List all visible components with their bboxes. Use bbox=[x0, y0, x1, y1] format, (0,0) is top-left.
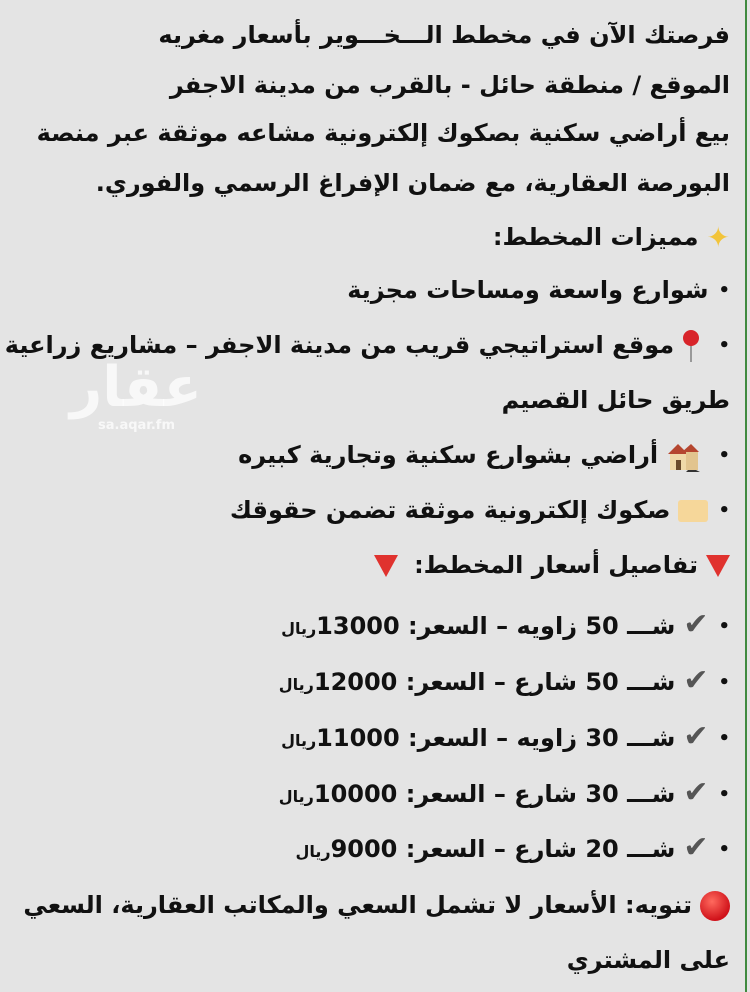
sparkles-icon: ✦ bbox=[706, 221, 730, 254]
price-unit: ريال bbox=[281, 731, 317, 750]
price-unit: ريال bbox=[278, 787, 314, 806]
check-icon: ✔ bbox=[683, 719, 709, 754]
price-label: شـــ 50 زاويه – السعر: bbox=[408, 612, 676, 640]
watermark-logo: عقار bbox=[70, 355, 202, 420]
price-unit: ريال bbox=[281, 619, 317, 638]
price-value: 13000 bbox=[316, 612, 400, 640]
note-text: تنويه: الأسعار لا تشمل السعي والمكاتب ال… bbox=[23, 891, 692, 919]
price-item: • ✔شـــ 30 شارع – السعر: 10000ريال bbox=[20, 773, 730, 817]
bullet-icon: • bbox=[718, 280, 730, 301]
description-line-1: بيع أراضي سكنية بصكوك إلكترونية مشاعه مو… bbox=[36, 119, 730, 147]
bullet-icon: • bbox=[718, 335, 730, 356]
price-label: شـــ 20 شارع – السعر: bbox=[405, 835, 676, 863]
feature-item: • صكوك إلكترونية موثقة تضمن حقوقك bbox=[20, 490, 730, 531]
check-icon: ✔ bbox=[683, 830, 709, 865]
bullet-icon: • bbox=[718, 728, 730, 749]
features-title: ✦مميزات المخطط: bbox=[20, 217, 730, 258]
bullet-icon: • bbox=[718, 839, 730, 860]
price-value: 12000 bbox=[313, 668, 398, 696]
bullet-icon: • bbox=[718, 672, 730, 693]
bullet-icon: • bbox=[718, 784, 730, 805]
headline: فرصتك الآن في مخطط الـــخـــوير بأسعار م… bbox=[158, 21, 730, 49]
feature-text: موقع استراتيجي قريب من مدينة الاجفر – مش… bbox=[0, 331, 675, 359]
check-icon: ✔ bbox=[683, 663, 709, 698]
red-circle-icon bbox=[700, 891, 730, 921]
check-icon: ✔ bbox=[683, 607, 709, 642]
watermark-url: sa.aqar.fm bbox=[98, 418, 175, 433]
price-value: 10000 bbox=[313, 780, 398, 808]
prices-title-text: تفاصيل أسعار المخطط: bbox=[414, 551, 698, 579]
pin-icon bbox=[683, 330, 700, 362]
price-value: 11000 bbox=[316, 724, 400, 752]
feature-item: • موقع استراتيجي قريب من مدينة الاجفر – … bbox=[0, 325, 730, 366]
feature-continuation: طريق حائل القصيم bbox=[501, 386, 730, 414]
right-border bbox=[745, 0, 747, 992]
prices-title: تفاصيل أسعار المخطط: bbox=[20, 545, 730, 585]
price-label: شـــ 30 شارع – السعر: bbox=[405, 780, 676, 808]
price-item: • ✔شـــ 30 زاويه – السعر: 11000ريال bbox=[20, 717, 730, 761]
bullet-icon: • bbox=[718, 445, 730, 466]
note-continuation: على المشتري bbox=[566, 946, 730, 974]
price-item: • ✔شـــ 20 شارع – السعر: 9000ريال bbox=[20, 828, 730, 872]
price-label: شـــ 30 زاويه – السعر: bbox=[408, 724, 676, 752]
check-icon: ✔ bbox=[683, 775, 709, 810]
price-item: • ✔شـــ 50 زاويه – السعر: 13000ريال bbox=[20, 605, 730, 649]
feature-item: • أراضي بشوارع سكنية وتجارية كبيره bbox=[20, 435, 730, 476]
card-icon bbox=[678, 500, 709, 522]
features-title-text: مميزات المخطط: bbox=[492, 223, 699, 251]
feature-text: صكوك إلكترونية موثقة تضمن حقوقك bbox=[229, 496, 671, 524]
feature-item: • شوارع واسعة ومساحات مجزية bbox=[20, 270, 730, 311]
price-value: 9000 bbox=[330, 835, 398, 863]
red-triangle-icon bbox=[706, 555, 730, 577]
bullet-icon: • bbox=[718, 616, 730, 637]
feature-text: شوارع واسعة ومساحات مجزية bbox=[347, 276, 709, 304]
note: تنويه: الأسعار لا تشمل السعي والمكاتب ال… bbox=[20, 885, 730, 925]
price-unit: ريال bbox=[278, 675, 314, 694]
price-unit: ريال bbox=[295, 842, 331, 861]
red-triangle-icon bbox=[373, 555, 398, 577]
houses-icon bbox=[668, 444, 701, 472]
price-item: • ✔شـــ 50 شارع – السعر: 12000ريال bbox=[20, 661, 730, 705]
bullet-icon: • bbox=[718, 500, 730, 521]
feature-text: أراضي بشوارع سكنية وتجارية كبيره bbox=[238, 441, 659, 469]
price-label: شـــ 50 شارع – السعر: bbox=[405, 668, 676, 696]
description-line-2: البورصة العقارية، مع ضمان الإفراغ الرسمي… bbox=[95, 169, 730, 197]
location-line: الموقع / منطقة حائل - بالقرب من مدينة ال… bbox=[169, 71, 730, 99]
